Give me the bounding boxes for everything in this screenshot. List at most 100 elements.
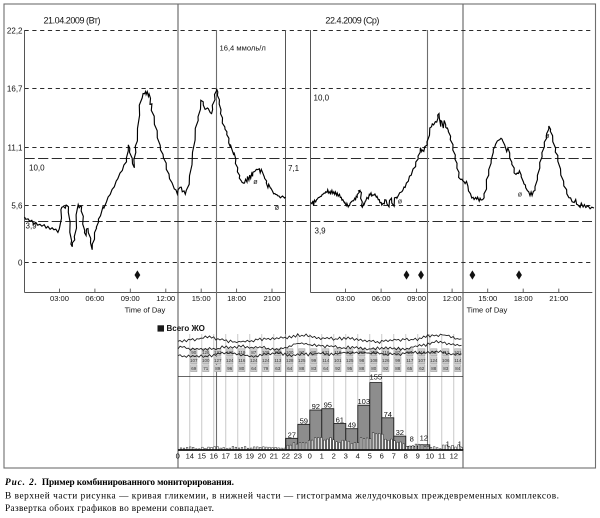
svg-text:88: 88: [359, 366, 365, 371]
svg-text:125: 125: [346, 358, 354, 363]
svg-text:12: 12: [420, 434, 428, 443]
svg-text:27: 27: [288, 430, 296, 439]
svg-text:ø: ø: [253, 177, 258, 186]
svg-text:2100: 2100: [264, 294, 281, 303]
svg-text:9: 9: [416, 452, 420, 461]
svg-text:18:00: 18:00: [227, 294, 246, 303]
svg-text:128: 128: [286, 358, 294, 363]
svg-text:18:00: 18:00: [514, 294, 533, 303]
svg-text:8: 8: [404, 452, 408, 461]
svg-text:03:00: 03:00: [336, 294, 355, 303]
svg-text:92: 92: [383, 366, 389, 371]
svg-text:65: 65: [407, 366, 413, 371]
svg-text:06:00: 06:00: [85, 294, 104, 303]
svg-text:59: 59: [300, 416, 308, 425]
svg-text:88: 88: [395, 366, 401, 371]
svg-text:4: 4: [356, 452, 360, 461]
svg-text:80: 80: [311, 350, 317, 355]
svg-text:101: 101: [454, 350, 462, 355]
svg-text:7,1: 7,1: [288, 164, 300, 173]
svg-text:124: 124: [226, 358, 234, 363]
svg-text:116: 116: [238, 358, 246, 363]
svg-text:96: 96: [227, 366, 233, 371]
svg-text:0: 0: [308, 452, 312, 461]
svg-text:124: 124: [250, 358, 258, 363]
svg-text:83: 83: [443, 366, 449, 371]
svg-text:63: 63: [275, 366, 281, 371]
svg-text:11: 11: [438, 452, 446, 461]
svg-text:84: 84: [455, 366, 461, 371]
svg-text:8: 8: [410, 435, 414, 444]
svg-text:12:00: 12:00: [156, 294, 175, 303]
svg-text:7: 7: [392, 452, 396, 461]
svg-text:119: 119: [238, 350, 246, 355]
svg-text:15:00: 15:00: [192, 294, 211, 303]
svg-text:09:00: 09:00: [121, 294, 140, 303]
svg-text:16: 16: [210, 452, 218, 461]
svg-text:Рис. 2.Пример комбинированного: Рис. 2. Пример комбинированного мониторир…: [5, 477, 234, 488]
svg-text:3: 3: [344, 452, 348, 461]
svg-text:107: 107: [418, 358, 426, 363]
svg-text:124: 124: [262, 358, 270, 363]
svg-text:131: 131: [322, 350, 330, 355]
svg-text:126: 126: [382, 358, 390, 363]
svg-text:69: 69: [191, 366, 197, 371]
svg-text:ø: ø: [275, 203, 280, 212]
svg-text:92: 92: [312, 402, 320, 411]
svg-text:125: 125: [298, 358, 306, 363]
svg-text:ø: ø: [545, 131, 550, 140]
svg-text:ø: ø: [398, 197, 403, 206]
svg-text:5,6: 5,6: [11, 202, 23, 211]
svg-text:Time of Day: Time of Day: [467, 306, 508, 315]
svg-text:Time of Day: Time of Day: [125, 306, 166, 315]
svg-text:99: 99: [395, 358, 401, 363]
svg-text:110: 110: [418, 350, 426, 355]
svg-text:0: 0: [176, 452, 180, 461]
svg-text:87: 87: [251, 350, 257, 355]
svg-text:108: 108: [262, 350, 270, 355]
svg-text:111: 111: [442, 350, 449, 355]
svg-text:83: 83: [311, 366, 317, 371]
svg-text:98: 98: [359, 358, 365, 363]
svg-text:92: 92: [335, 366, 341, 371]
svg-text:15: 15: [198, 452, 206, 461]
svg-text:2: 2: [332, 452, 336, 461]
svg-text:18: 18: [234, 452, 242, 461]
svg-text:127: 127: [214, 358, 222, 363]
svg-text:88: 88: [431, 366, 437, 371]
svg-text:10,0: 10,0: [29, 164, 45, 173]
svg-text:22: 22: [282, 452, 290, 461]
svg-text:Развертка обоих графиков во вр: Развертка обоих графиков во времени совп…: [5, 503, 214, 514]
svg-text:113: 113: [274, 358, 282, 363]
svg-text:14: 14: [186, 452, 194, 461]
svg-text:ø: ø: [518, 190, 523, 199]
svg-text:79: 79: [263, 366, 269, 371]
svg-text:88: 88: [299, 366, 305, 371]
svg-text:23: 23: [294, 452, 302, 461]
svg-text:71: 71: [203, 366, 209, 371]
svg-text:В верхней части рисунка — крив: В верхней части рисунка — кривая гликеми…: [5, 491, 559, 502]
svg-text:80: 80: [371, 366, 377, 371]
svg-text:95: 95: [324, 401, 332, 410]
svg-text:64: 64: [287, 366, 293, 371]
svg-text:155: 155: [369, 373, 382, 382]
svg-text:3,9: 3,9: [315, 227, 327, 236]
svg-text:21: 21: [270, 452, 278, 461]
svg-text:95: 95: [347, 366, 353, 371]
svg-text:6: 6: [380, 452, 384, 461]
svg-text:0: 0: [18, 259, 23, 268]
svg-text:101: 101: [334, 358, 342, 363]
svg-text:21.04.2009 (Вт): 21.04.2009 (Вт): [44, 16, 101, 26]
svg-text:1: 1: [458, 440, 462, 449]
svg-text:119: 119: [334, 350, 342, 355]
svg-text:126: 126: [202, 350, 210, 355]
svg-text:87: 87: [395, 350, 401, 355]
svg-text:102: 102: [346, 350, 354, 355]
svg-text:116: 116: [382, 350, 390, 355]
svg-text:19: 19: [246, 452, 254, 461]
svg-text:61: 61: [336, 416, 344, 425]
svg-text:89: 89: [215, 366, 221, 371]
svg-text:06:00: 06:00: [372, 294, 391, 303]
svg-text:100: 100: [202, 358, 210, 363]
svg-text:09:00: 09:00: [407, 294, 426, 303]
